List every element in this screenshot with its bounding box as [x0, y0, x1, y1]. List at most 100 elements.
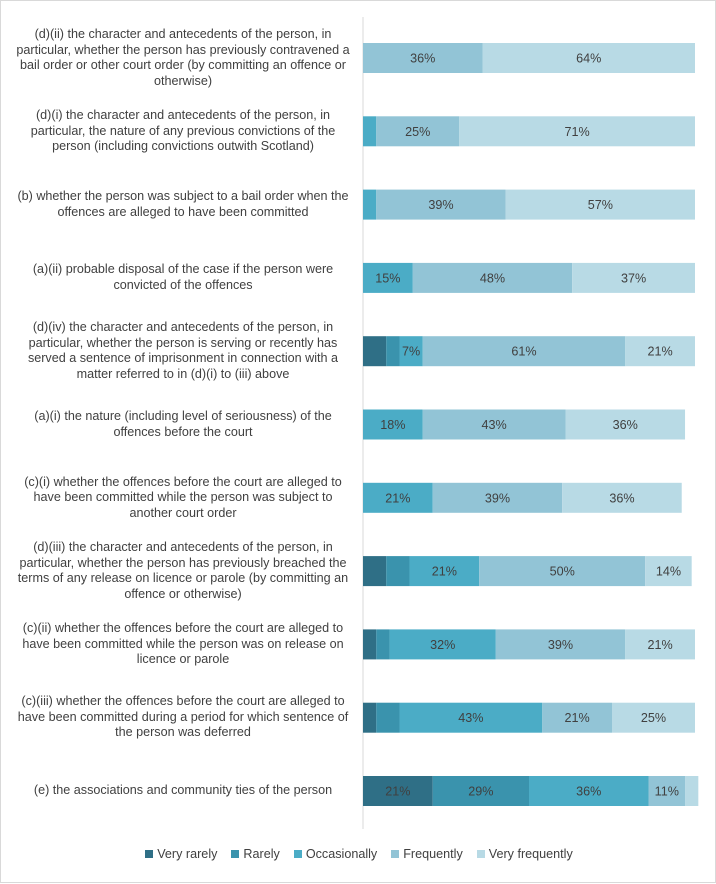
data-label: 61%	[511, 345, 536, 359]
bar-segment	[376, 702, 400, 733]
bar-segment	[376, 629, 390, 660]
bar-segment	[412, 262, 573, 293]
legend-label: Frequently	[403, 847, 463, 861]
bar-segment	[625, 336, 695, 367]
bar-segment	[645, 556, 692, 587]
bar-segment	[363, 776, 433, 806]
category-label: (c)(i) whether the offences before the c…	[24, 474, 342, 520]
bar-segment	[399, 702, 543, 733]
bar-segment	[363, 43, 483, 73]
bar-segment	[612, 702, 695, 733]
data-label: 50%	[550, 565, 575, 579]
legend-item: Very rarely	[145, 847, 217, 861]
data-label: 37%	[621, 271, 646, 285]
bar-segment	[529, 776, 649, 806]
category-label: (d)(i) the character and antecedents of …	[30, 108, 336, 154]
data-label: 48%	[480, 271, 505, 285]
category-label: (b) whether the person was subject to a …	[17, 189, 349, 219]
bar-segment	[542, 702, 612, 733]
data-label: 21%	[648, 345, 673, 359]
data-label: 21%	[648, 638, 673, 652]
legend-item: Rarely	[231, 847, 280, 861]
category-label: (a)(ii) probable disposal of the case if…	[32, 262, 334, 292]
data-label: 21%	[565, 711, 590, 725]
bar-segment	[479, 556, 646, 587]
data-label: 64%	[576, 52, 601, 66]
bar-segment	[422, 336, 626, 367]
bar-segment	[376, 116, 460, 147]
bar-segment	[648, 776, 686, 806]
bar-segment	[389, 629, 496, 660]
data-label: 39%	[485, 491, 510, 505]
category-label: (d)(iii) the character and antecedents o…	[17, 540, 349, 601]
bar-segment	[363, 409, 423, 440]
category-label: (d)(iv) the character and antecedents of…	[27, 320, 339, 381]
bar-segment	[363, 482, 433, 513]
data-label: 18%	[380, 418, 405, 432]
bar-segment	[399, 336, 423, 367]
bar-segment	[363, 336, 387, 367]
bar-segment	[363, 556, 387, 587]
bar-segment	[459, 116, 695, 147]
data-label: 29%	[468, 785, 493, 799]
bar-segment	[685, 776, 699, 806]
data-label: 36%	[410, 52, 435, 66]
category-label: (d)(ii) the character and antecedents of…	[16, 27, 350, 88]
category-label: (c)(ii) whether the offences before the …	[22, 621, 344, 667]
category-label: (c)(iii) whether the offences before the…	[17, 694, 349, 740]
data-label: 14%	[656, 565, 681, 579]
bar-segment	[422, 409, 566, 440]
data-label: 7%	[402, 345, 420, 359]
legend-swatch	[145, 850, 154, 858]
bar-segment	[363, 116, 377, 147]
data-label: 39%	[548, 638, 573, 652]
legend-item: Very frequently	[476, 847, 573, 861]
data-label: 36%	[576, 785, 601, 799]
data-label: 21%	[385, 785, 410, 799]
bar-segment	[495, 629, 626, 660]
bar-segment	[562, 482, 682, 513]
bar-segment	[572, 262, 695, 293]
data-label: 21%	[432, 565, 457, 579]
bar-segment	[363, 629, 377, 660]
bar-segment	[432, 776, 529, 806]
bar-segment	[386, 336, 400, 367]
bar-segment	[432, 482, 563, 513]
legend-item: Frequently	[391, 847, 463, 861]
bar-segment	[409, 556, 480, 587]
bar-segment	[482, 43, 695, 73]
data-label: 36%	[609, 491, 634, 505]
legend-label: Very frequently	[488, 847, 573, 861]
data-label: 43%	[458, 711, 483, 725]
data-label: 71%	[565, 125, 590, 139]
bar-segment	[625, 629, 695, 660]
data-label: 36%	[613, 418, 638, 432]
legend-item: Occasionally	[293, 847, 378, 861]
data-label: 25%	[405, 125, 430, 139]
legend-swatch	[391, 850, 400, 858]
legend-swatch	[231, 850, 240, 858]
legend-label: Rarely	[243, 847, 280, 861]
data-label: 43%	[482, 418, 507, 432]
data-label: 57%	[588, 198, 613, 212]
category-label: (e) the associations and community ties …	[33, 783, 333, 798]
bar-segment	[376, 189, 506, 220]
legend: Very rarely Rarely Occasionally Frequently V…	[1, 847, 716, 861]
data-label: 21%	[385, 491, 410, 505]
data-label: 11%	[655, 785, 679, 799]
data-label: 32%	[430, 638, 455, 652]
bar-segment	[386, 556, 410, 587]
bar-segment	[363, 262, 413, 293]
bar-segment	[363, 702, 377, 733]
legend-label: Occasionally	[305, 847, 378, 861]
bar-segment	[363, 189, 377, 220]
bar-segment	[565, 409, 686, 440]
bar-segment	[505, 189, 695, 220]
legend-label: Very rarely	[157, 847, 218, 861]
data-label: 15%	[375, 271, 400, 285]
data-label: 39%	[428, 198, 453, 212]
legend-swatch	[476, 850, 485, 858]
legend-swatch	[293, 850, 302, 858]
